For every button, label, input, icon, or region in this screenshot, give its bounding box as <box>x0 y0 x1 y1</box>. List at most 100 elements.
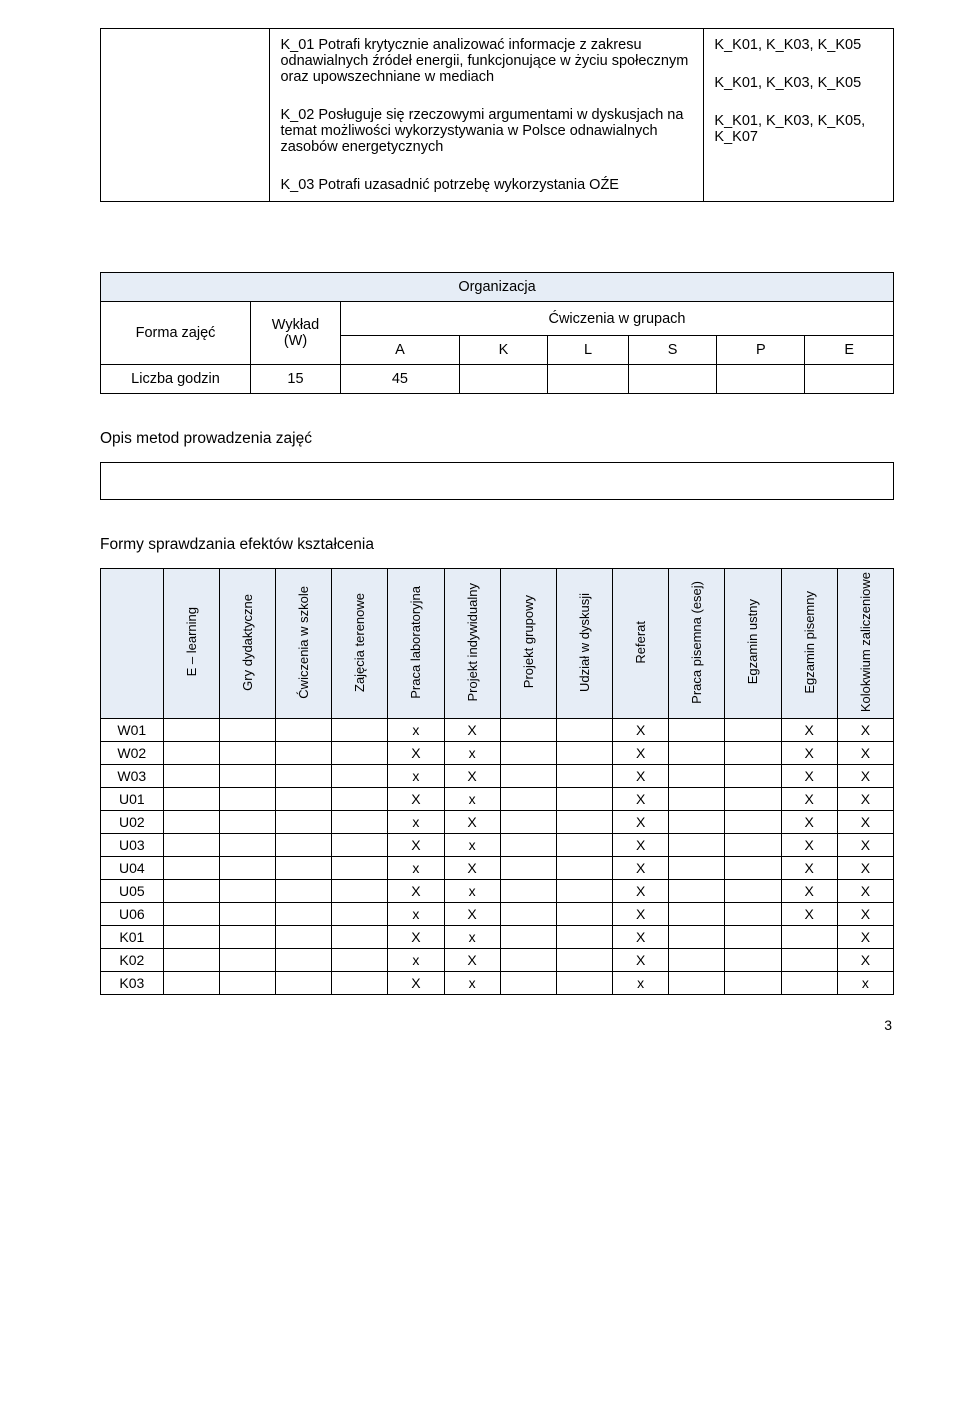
ver-cell: X <box>837 880 893 903</box>
ver-cell: X <box>837 788 893 811</box>
ver-cell <box>669 880 725 903</box>
ver-cell: X <box>837 742 893 765</box>
ver-cell <box>556 742 612 765</box>
ver-cell <box>500 788 556 811</box>
ver-col-header: Praca pisemna (esej) <box>669 569 725 719</box>
ver-cell <box>332 788 388 811</box>
ver-cell <box>276 926 332 949</box>
outcome-codes: K_K01, K_K03, K_K05 <box>714 75 883 91</box>
org-col-header: A <box>341 336 460 365</box>
outcome-desc: K_01 Potrafi krytycznie analizować infor… <box>280 37 693 85</box>
ver-cell: x <box>444 788 500 811</box>
ver-cell <box>276 788 332 811</box>
outcome-codes: K_K01, K_K03, K_K05, K_K07 <box>714 113 883 145</box>
ver-cell <box>332 903 388 926</box>
ver-cell: x <box>388 857 444 880</box>
ver-cell <box>332 972 388 995</box>
ver-cell <box>556 857 612 880</box>
org-wyklad-label: Wykład (W) <box>251 302 341 365</box>
ver-cell <box>219 903 275 926</box>
ver-cell: x <box>613 972 669 995</box>
ver-cell: X <box>444 719 500 742</box>
outcomes-table: K_01 Potrafi krytycznie analizować infor… <box>100 28 894 202</box>
ver-cell: X <box>837 903 893 926</box>
ver-cell <box>500 972 556 995</box>
ver-cell <box>163 765 219 788</box>
org-liczba-label: Liczba godzin <box>101 365 251 394</box>
ver-cell <box>556 719 612 742</box>
ver-cell: X <box>388 788 444 811</box>
ver-cell: X <box>781 880 837 903</box>
ver-cell: X <box>613 765 669 788</box>
ver-cell <box>500 949 556 972</box>
section-methods-title: Opis metod prowadzenia zajęć <box>100 430 894 448</box>
ver-cell <box>725 903 781 926</box>
ver-cell <box>781 926 837 949</box>
ver-cell <box>219 880 275 903</box>
ver-cell: X <box>613 811 669 834</box>
ver-cell: x <box>388 949 444 972</box>
org-cwiczenia-label: Ćwiczenia w grupach <box>341 302 894 336</box>
ver-cell <box>276 857 332 880</box>
ver-cell: X <box>388 834 444 857</box>
ver-cell <box>669 834 725 857</box>
ver-cell: X <box>781 811 837 834</box>
org-value-cell <box>717 365 805 394</box>
ver-cell: X <box>781 742 837 765</box>
ver-cell <box>669 903 725 926</box>
ver-col-header: Egzamin pisemny <box>781 569 837 719</box>
ver-cell <box>669 857 725 880</box>
ver-cell: X <box>388 972 444 995</box>
ver-cell <box>500 857 556 880</box>
ver-cell <box>556 765 612 788</box>
ver-cell <box>500 811 556 834</box>
ver-cell <box>219 788 275 811</box>
ver-cell <box>669 742 725 765</box>
ver-cell <box>725 719 781 742</box>
ver-cell: X <box>837 765 893 788</box>
ver-cell <box>276 765 332 788</box>
ver-cell: X <box>837 719 893 742</box>
ver-col-header: Kolokwium zaliczeniowe <box>837 569 893 719</box>
ver-cell <box>556 811 612 834</box>
page-number: 3 <box>100 1017 894 1033</box>
ver-cell <box>500 719 556 742</box>
ver-row-label: K02 <box>101 949 164 972</box>
ver-cell <box>163 972 219 995</box>
ver-col-header: Praca laboratoryjna <box>388 569 444 719</box>
org-value-cell <box>805 365 894 394</box>
ver-row-label: U06 <box>101 903 164 926</box>
ver-row-label: W03 <box>101 765 164 788</box>
ver-cell <box>219 719 275 742</box>
verification-table: E – learningGry dydaktyczneĆwiczenia w s… <box>100 568 894 995</box>
ver-cell <box>332 880 388 903</box>
ver-cell: X <box>613 880 669 903</box>
org-col-header: K <box>459 336 547 365</box>
ver-cell <box>219 834 275 857</box>
org-col-header: S <box>628 336 716 365</box>
ver-cell <box>276 903 332 926</box>
ver-cell <box>276 742 332 765</box>
ver-cell: x <box>837 972 893 995</box>
ver-cell <box>556 949 612 972</box>
outcome-desc: K_02 Posługuje się rzeczowymi argumentam… <box>280 107 693 155</box>
ver-cell <box>332 834 388 857</box>
ver-cell <box>781 949 837 972</box>
ver-cell <box>163 788 219 811</box>
org-value-cell: 15 <box>251 365 341 394</box>
ver-cell <box>276 811 332 834</box>
ver-cell <box>163 719 219 742</box>
ver-row-label: U02 <box>101 811 164 834</box>
ver-cell <box>669 719 725 742</box>
ver-corner <box>101 569 164 719</box>
ver-cell <box>500 880 556 903</box>
ver-row-label: U01 <box>101 788 164 811</box>
ver-cell: x <box>388 765 444 788</box>
ver-cell: X <box>444 949 500 972</box>
ver-cell <box>669 926 725 949</box>
ver-cell: X <box>837 834 893 857</box>
ver-cell <box>556 972 612 995</box>
ver-col-header: Projekt grupowy <box>500 569 556 719</box>
ver-cell: X <box>444 811 500 834</box>
ver-cell: X <box>444 857 500 880</box>
